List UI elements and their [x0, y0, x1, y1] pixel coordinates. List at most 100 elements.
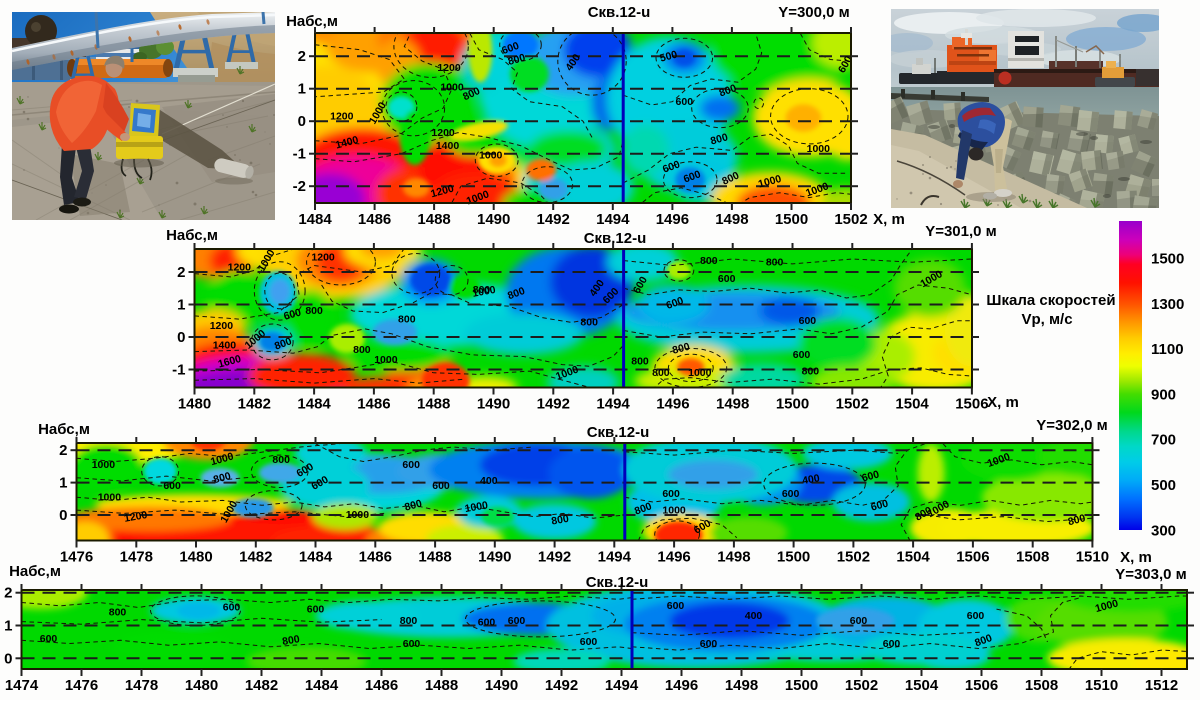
svg-text:Шкала скоростей: Шкала скоростей: [986, 292, 1115, 309]
svg-text:1506: 1506: [965, 677, 998, 694]
svg-text:1492: 1492: [545, 677, 578, 694]
svg-text:Набс,м: Набс,м: [286, 13, 338, 30]
svg-text:600: 600: [508, 615, 526, 627]
svg-text:1504: 1504: [896, 549, 930, 566]
svg-text:1476: 1476: [60, 549, 93, 566]
svg-text:X, m: X, m: [1120, 549, 1152, 566]
svg-text:1200: 1200: [330, 111, 354, 123]
svg-text:600: 600: [782, 488, 800, 500]
svg-text:Набс,м: Набс,м: [166, 227, 218, 244]
svg-text:1000: 1000: [92, 459, 116, 471]
svg-text:1510: 1510: [1085, 677, 1118, 694]
svg-text:Набс,м: Набс,м: [38, 421, 90, 438]
svg-text:800: 800: [353, 344, 371, 356]
svg-text:1490: 1490: [477, 396, 510, 413]
svg-text:1300: 1300: [1151, 296, 1184, 313]
svg-text:1500: 1500: [785, 677, 818, 694]
svg-text:1000: 1000: [374, 354, 398, 366]
svg-text:1494: 1494: [605, 677, 639, 694]
svg-text:1502: 1502: [837, 549, 870, 566]
svg-text:1498: 1498: [717, 549, 750, 566]
svg-text:1484: 1484: [298, 211, 332, 228]
svg-text:1504: 1504: [895, 396, 929, 413]
svg-text:2: 2: [4, 585, 12, 602]
svg-text:600: 600: [718, 273, 736, 285]
svg-text:800: 800: [272, 454, 290, 466]
svg-text:1478: 1478: [125, 677, 158, 694]
svg-text:600: 600: [662, 488, 680, 500]
svg-text:1490: 1490: [478, 549, 511, 566]
svg-text:1506: 1506: [955, 396, 988, 413]
svg-text:1484: 1484: [305, 677, 339, 694]
svg-text:1502: 1502: [834, 211, 867, 228]
svg-text:800: 800: [631, 356, 649, 368]
svg-text:800: 800: [802, 365, 820, 377]
svg-text:800: 800: [766, 257, 784, 269]
svg-text:800: 800: [473, 284, 491, 296]
svg-text:2: 2: [59, 442, 67, 459]
svg-text:-1: -1: [293, 146, 306, 163]
svg-text:Скв.12-u: Скв.12-u: [587, 424, 650, 441]
svg-text:1200: 1200: [431, 127, 455, 139]
svg-text:1400: 1400: [213, 339, 237, 351]
svg-text:600: 600: [799, 315, 817, 327]
svg-text:1482: 1482: [238, 396, 271, 413]
svg-text:1494: 1494: [598, 549, 632, 566]
svg-text:1000: 1000: [807, 143, 831, 155]
svg-text:1200: 1200: [311, 252, 335, 264]
svg-text:1000: 1000: [98, 491, 122, 503]
svg-text:1480: 1480: [178, 396, 211, 413]
svg-text:1486: 1486: [358, 211, 391, 228]
svg-text:600: 600: [402, 459, 420, 471]
svg-text:1496: 1496: [656, 211, 689, 228]
svg-text:1492: 1492: [537, 211, 570, 228]
svg-text:400: 400: [745, 610, 763, 622]
svg-text:1478: 1478: [120, 549, 153, 566]
svg-text:-2: -2: [293, 178, 306, 195]
svg-text:600: 600: [676, 96, 694, 108]
svg-text:600: 600: [580, 636, 598, 648]
svg-text:800: 800: [400, 615, 418, 627]
svg-text:Y=300,0 м: Y=300,0 м: [778, 4, 850, 21]
svg-text:1494: 1494: [596, 396, 630, 413]
svg-text:1488: 1488: [417, 211, 450, 228]
svg-text:0: 0: [298, 113, 306, 130]
svg-text:X, m: X, m: [873, 211, 905, 228]
svg-text:Набс,м: Набс,м: [9, 563, 61, 580]
svg-text:2: 2: [298, 48, 306, 65]
svg-text:1484: 1484: [297, 396, 331, 413]
svg-text:1510: 1510: [1076, 549, 1109, 566]
svg-text:1480: 1480: [179, 549, 212, 566]
svg-text:1492: 1492: [537, 396, 570, 413]
svg-text:X, m: X, m: [987, 394, 1019, 411]
svg-text:1488: 1488: [425, 677, 458, 694]
svg-text:600: 600: [967, 610, 985, 622]
svg-text:1476: 1476: [65, 677, 98, 694]
svg-text:1100: 1100: [1151, 341, 1184, 358]
svg-text:800: 800: [580, 317, 598, 329]
svg-text:1500: 1500: [776, 396, 809, 413]
svg-text:600: 600: [850, 615, 868, 627]
svg-text:800: 800: [398, 313, 416, 325]
svg-text:2: 2: [177, 264, 185, 281]
svg-text:600: 600: [883, 638, 901, 650]
svg-text:1496: 1496: [665, 677, 698, 694]
svg-text:1506: 1506: [956, 549, 989, 566]
svg-text:1484: 1484: [299, 549, 333, 566]
svg-text:1: 1: [59, 475, 67, 492]
svg-text:1486: 1486: [359, 549, 392, 566]
svg-text:1200: 1200: [228, 261, 252, 273]
svg-text:800: 800: [652, 367, 670, 379]
svg-text:600: 600: [223, 602, 241, 614]
svg-text:0: 0: [177, 329, 185, 346]
svg-text:1486: 1486: [365, 677, 398, 694]
svg-text:Y=303,0 м: Y=303,0 м: [1115, 566, 1187, 583]
svg-text:1498: 1498: [716, 396, 749, 413]
svg-text:1: 1: [298, 81, 306, 98]
svg-text:1500: 1500: [775, 211, 808, 228]
svg-text:1: 1: [177, 297, 185, 314]
svg-text:1000: 1000: [662, 504, 686, 516]
svg-text:1494: 1494: [596, 211, 630, 228]
svg-text:600: 600: [307, 603, 325, 615]
svg-text:1508: 1508: [1025, 677, 1058, 694]
